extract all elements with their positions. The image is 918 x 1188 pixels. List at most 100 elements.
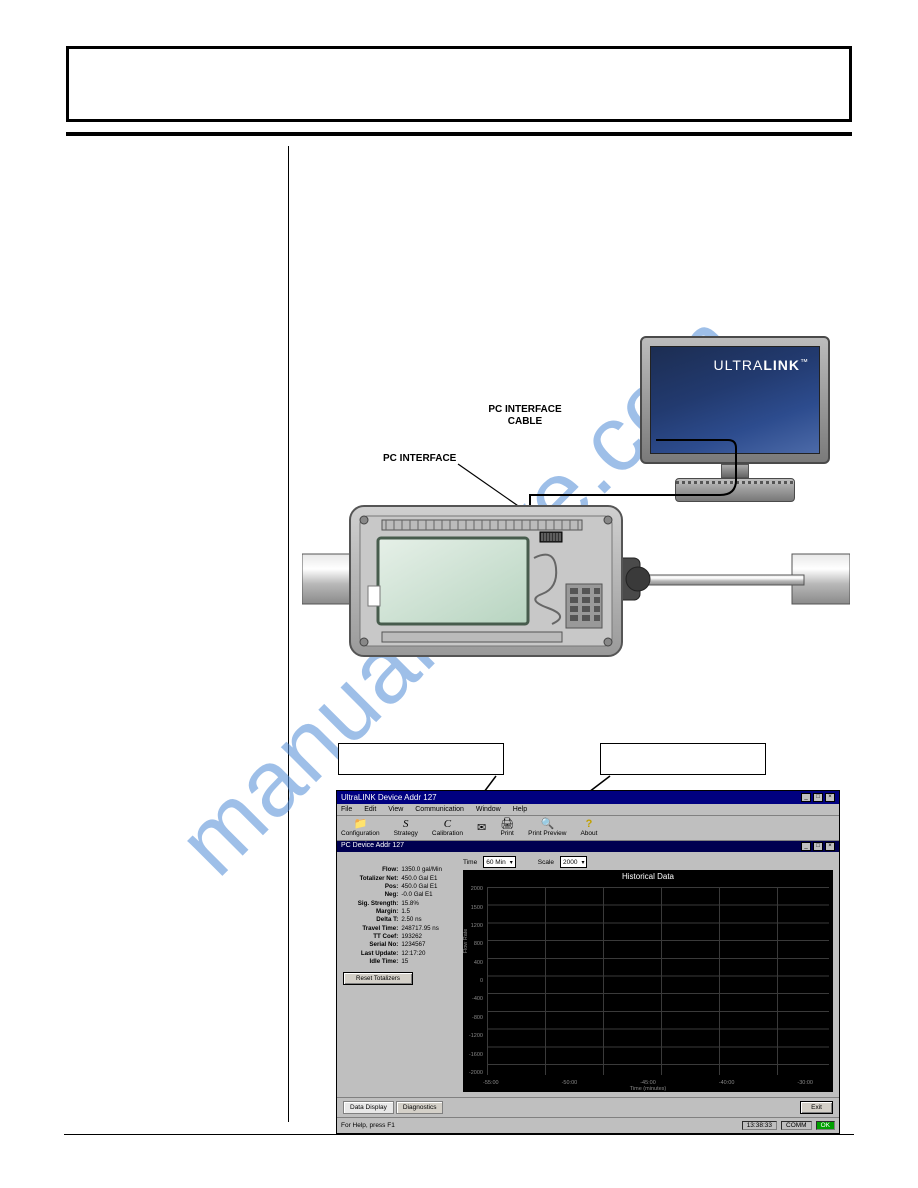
metric-k: Last Update:: [343, 950, 401, 958]
preview-icon: 🔍: [540, 819, 554, 830]
metric-v: 15.8%: [401, 900, 451, 908]
sub-min-icon[interactable]: _: [801, 842, 811, 851]
tb-label: Print Preview: [528, 830, 566, 837]
monitor-logo: ULTRALINK™: [713, 357, 809, 373]
status-comm: COMM: [781, 1121, 812, 1130]
metric-k: Idle Time:: [343, 958, 401, 966]
mail-icon: ✉: [477, 823, 486, 834]
header-box: [66, 46, 852, 122]
x-axis: -55:00 -50:00 -45:00 -40:00 -30:00: [463, 1079, 833, 1086]
status-help: For Help, press F1: [341, 1122, 395, 1129]
close-icon[interactable]: ×: [825, 793, 835, 802]
metric-k: Neg:: [343, 891, 401, 899]
tb-mail[interactable]: ✉: [477, 823, 486, 834]
time-select[interactable]: 60 Min: [483, 856, 516, 868]
logo-bold: LINK: [763, 357, 800, 373]
metric-v: 12:17:20: [401, 950, 451, 958]
menu-file[interactable]: File: [341, 806, 352, 813]
tb-strategy[interactable]: SStrategy: [394, 819, 418, 837]
monitor-illustration: ULTRALINK™: [640, 336, 830, 508]
x-caption: Time (minutes): [463, 1086, 833, 1092]
tb-label: Calibration: [432, 830, 463, 837]
menu-view[interactable]: View: [388, 806, 403, 813]
tb-calibration[interactable]: CCalibration: [432, 819, 463, 837]
menu-help[interactable]: Help: [513, 806, 527, 813]
ytick: -400: [465, 996, 483, 1002]
app-window: UltraLINK Device Addr 127 _ □ × File Edi…: [336, 790, 840, 1134]
metric-k: Serial No:: [343, 941, 401, 949]
ytick: -800: [465, 1015, 483, 1021]
tb-label: About: [580, 830, 597, 837]
ytick: -1600: [465, 1052, 483, 1058]
plot-area: Flow Rate 2000 1500 1200 800 400 0 -400 …: [463, 883, 833, 1079]
metric-k: Totalizer Net:: [343, 875, 401, 883]
tb-preview[interactable]: 🔍Print Preview: [528, 819, 566, 837]
bottom-rule: [64, 1134, 854, 1135]
tb-configuration[interactable]: 📁Configuration: [341, 819, 380, 837]
metric-k: Pos:: [343, 883, 401, 891]
c-icon: C: [444, 819, 451, 830]
thick-rule: [66, 132, 852, 136]
exit-button[interactable]: Exit: [800, 1101, 833, 1114]
tb-label: Configuration: [341, 830, 380, 837]
status-time: 13:38:33: [742, 1121, 777, 1130]
ytick: -2000: [465, 1070, 483, 1076]
metric-v: 1350.0 gal/Min: [401, 866, 451, 874]
metric-k: Travel Time:: [343, 925, 401, 933]
window-title: UltraLINK Device Addr 127: [341, 793, 437, 802]
minimize-icon[interactable]: _: [801, 793, 811, 802]
grid-area: [487, 887, 829, 1075]
ytick: -1200: [465, 1033, 483, 1039]
metric-v: 193262: [401, 933, 451, 941]
metric-v: 248717.95 ns: [401, 925, 451, 933]
metric-v: 450.0 Gal E1: [401, 875, 451, 883]
metric-k: Margin:: [343, 908, 401, 916]
s-icon: S: [403, 819, 409, 830]
tb-print[interactable]: 🖨Print: [500, 819, 514, 837]
ytick: 2000: [465, 886, 483, 892]
maximize-icon[interactable]: □: [813, 793, 823, 802]
sub-titlebar: PC Device Addr 127 _ □ ×: [337, 841, 839, 852]
sub-max-icon[interactable]: □: [813, 842, 823, 851]
menubar[interactable]: File Edit View Communication Window Help: [337, 804, 839, 816]
toolbar: 📁Configuration SStrategy CCalibration ✉ …: [337, 816, 839, 841]
pc-cable-label: PC INTERFACE CABLE: [480, 404, 570, 428]
metric-k: TT Coef:: [343, 933, 401, 941]
tab-data-display[interactable]: Data Display: [343, 1101, 394, 1114]
menu-communication[interactable]: Communication: [415, 806, 464, 813]
metric-v: 2.50 ns: [401, 916, 451, 924]
logo-thin: ULTRA: [713, 357, 763, 373]
metric-v: 450.0 Gal E1: [401, 883, 451, 891]
y-caption: Flow Rate: [463, 901, 469, 981]
time-label: Time: [463, 859, 477, 866]
menu-edit[interactable]: Edit: [364, 806, 376, 813]
callout-right: [600, 743, 766, 775]
page: manualshive.com ULTRALINK™ PC INTERFACE …: [0, 0, 918, 1188]
callout-left: [338, 743, 504, 775]
scale-label: Scale: [538, 859, 554, 866]
device-illustration: [302, 498, 850, 664]
status-ok: OK: [816, 1121, 835, 1130]
status-bar: For Help, press F1 13:38:33 COMM OK: [337, 1117, 839, 1133]
tab-bar: Data Display Diagnostics Exit: [337, 1097, 839, 1117]
tb-label: Strategy: [394, 830, 418, 837]
chart-controls: Time 60 Min Scale 2000: [463, 856, 833, 868]
chart-panel: Time 60 Min Scale 2000 Historical Data F…: [457, 852, 839, 1100]
tb-label: Print: [500, 830, 513, 837]
tab-diagnostics[interactable]: Diagnostics: [396, 1101, 444, 1114]
metric-k: Flow:: [343, 866, 401, 874]
tb-about[interactable]: ?About: [580, 819, 597, 837]
metric-k: Sig. Strength:: [343, 900, 401, 908]
metrics-panel: Flow:1350.0 gal/Min Totalizer Net:450.0 …: [337, 852, 457, 1100]
scale-select[interactable]: 2000: [560, 856, 587, 868]
chart-title: Historical Data: [463, 870, 833, 883]
metric-v: 1.5: [401, 908, 451, 916]
print-icon: 🖨: [500, 819, 514, 830]
titlebar[interactable]: UltraLINK Device Addr 127 _ □ ×: [337, 791, 839, 804]
menu-window[interactable]: Window: [476, 806, 501, 813]
about-icon: ?: [586, 819, 593, 830]
sub-close-icon[interactable]: ×: [825, 842, 835, 851]
reset-totalizers-button[interactable]: Reset Totalizers: [343, 972, 413, 985]
metric-v: 1234567: [401, 941, 451, 949]
metric-v: -0.0 Gal E1: [401, 891, 451, 899]
